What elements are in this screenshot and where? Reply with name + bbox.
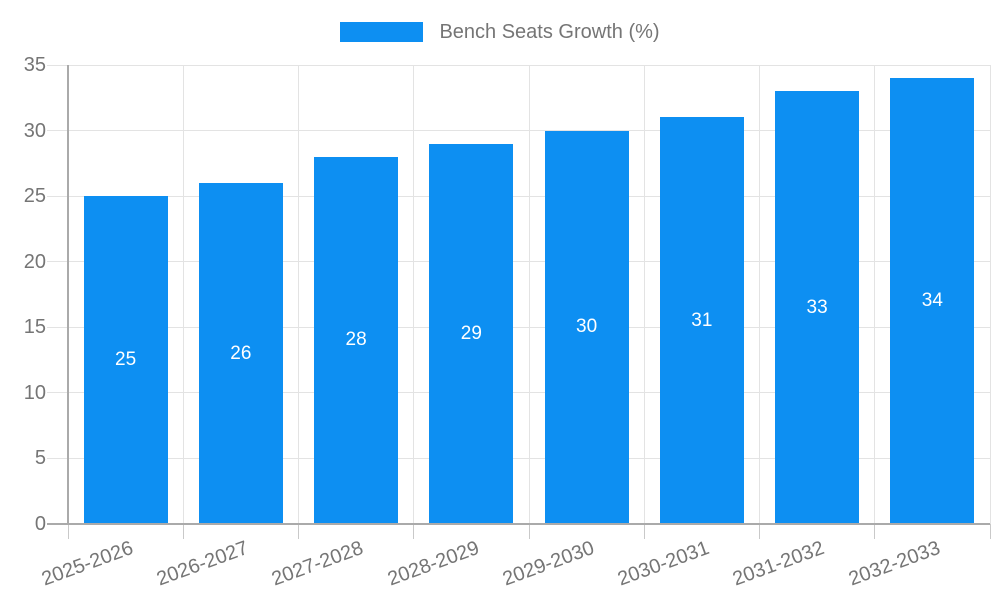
x-axis-tick [643, 524, 645, 539]
y-axis-line [67, 65, 69, 524]
x-axis-tick-label: 2028-2029 [384, 537, 482, 591]
bar-2031-2032[interactable]: 33 [775, 91, 860, 524]
bar-2032-2033[interactable]: 34 [890, 78, 975, 524]
horizontal-gridline [47, 64, 990, 66]
y-axis-tick-label: 5 [34, 447, 46, 470]
vertical-gridline [759, 65, 760, 524]
x-axis-baseline [47, 523, 990, 525]
x-axis-tick-label: 2032-2033 [845, 537, 943, 591]
bar-value-label: 28 [345, 329, 367, 351]
y-axis-tick-label: 10 [23, 381, 46, 404]
vertical-gridline [298, 65, 299, 524]
bar-value-label: 33 [806, 296, 828, 318]
bar-2027-2028[interactable]: 28 [314, 156, 399, 524]
vertical-gridline [874, 65, 876, 524]
vertical-gridline [413, 65, 415, 524]
bar-value-label: 25 [115, 349, 137, 371]
x-axis-tick [528, 524, 530, 539]
bar-value-label: 30 [576, 316, 598, 338]
horizontal-gridline [47, 326, 990, 328]
x-axis-tick [874, 524, 876, 539]
x-axis-tick-label: 2026-2027 [153, 537, 252, 591]
x-axis-tick [182, 524, 184, 539]
legend-label: Bench Seats Growth (%) [439, 21, 660, 43]
x-axis-tick-label: 2031-2032 [730, 537, 828, 591]
bar-value-label: 29 [460, 322, 482, 344]
vertical-gridline [528, 65, 530, 524]
x-axis-tick-label: 2029-2030 [499, 537, 598, 591]
horizontal-gridline [47, 130, 990, 132]
horizontal-gridline [47, 261, 990, 263]
bar-2026-2027[interactable]: 26 [198, 183, 283, 524]
horizontal-gridline [47, 392, 990, 394]
bar-2029-2030[interactable]: 30 [544, 130, 629, 524]
y-axis-tick-label: 15 [23, 316, 46, 339]
bar-value-label: 34 [921, 290, 943, 312]
y-axis-tick-label: 0 [34, 513, 46, 535]
legend[interactable]: Bench Seats Growth (%) [0, 21, 1000, 43]
y-axis-tick-label: 35 [23, 54, 46, 76]
vertical-gridline [643, 65, 645, 524]
bar-2028-2029[interactable]: 29 [429, 143, 514, 524]
x-axis-tick-label: 2030-2031 [614, 537, 713, 591]
x-axis-tick [413, 524, 415, 539]
bar-2025-2026[interactable]: 25 [83, 196, 168, 524]
horizontal-gridline [47, 195, 990, 197]
y-axis-tick-label: 30 [23, 119, 46, 142]
y-axis-tick-label: 20 [23, 250, 46, 273]
vertical-gridline [989, 65, 991, 524]
x-axis-tick [298, 524, 299, 539]
x-axis-tick-label: 2027-2028 [269, 537, 367, 591]
plot-area: 25 26 28 29 30 31 33 34 [47, 64, 991, 539]
x-axis-tick [67, 524, 69, 539]
horizontal-gridline [47, 457, 990, 459]
bar-value-label: 31 [691, 309, 713, 331]
legend-swatch [340, 22, 424, 42]
x-axis-tick [759, 524, 760, 539]
x-axis-tick [989, 524, 991, 539]
bar-value-label: 26 [230, 342, 252, 364]
bar-2030-2031[interactable]: 31 [659, 117, 744, 524]
vertical-gridline [182, 65, 184, 524]
y-axis-tick-label: 25 [23, 185, 46, 208]
x-axis-tick-label: 2025-2026 [38, 537, 137, 591]
